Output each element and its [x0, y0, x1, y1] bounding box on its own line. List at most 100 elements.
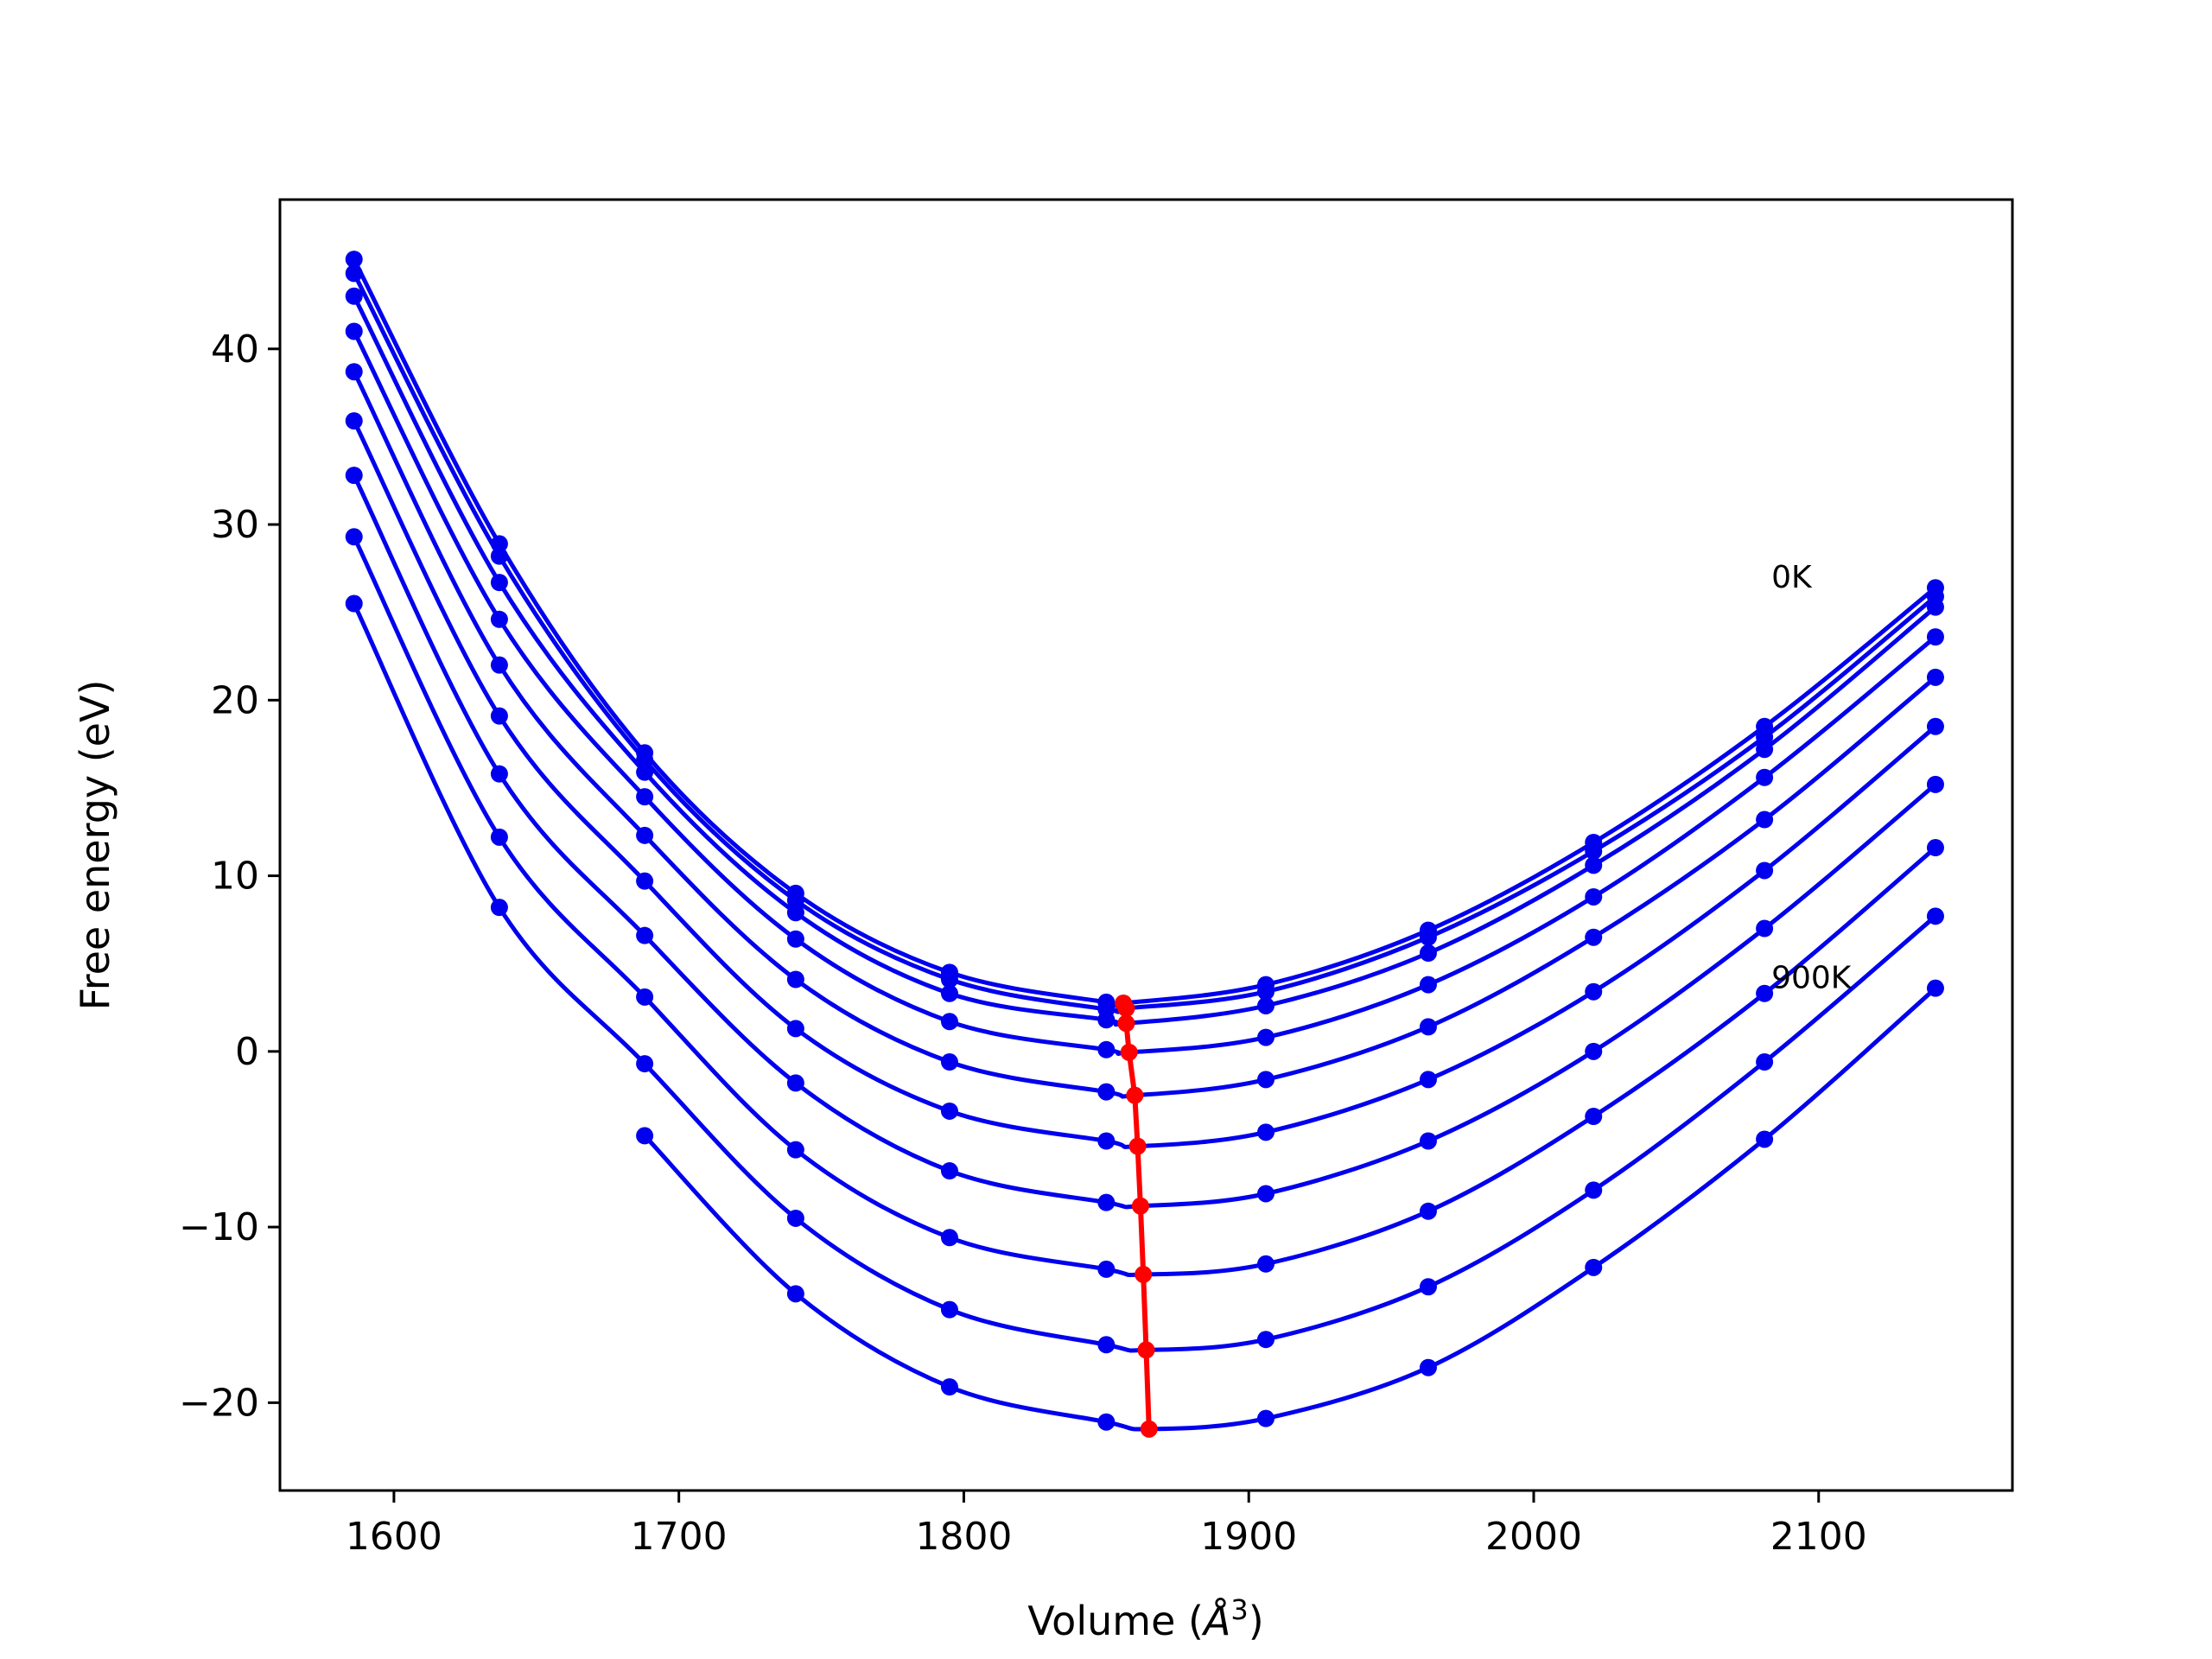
points-layer: [345, 251, 1944, 1431]
data-point: [940, 1013, 958, 1031]
free-energy-curve-10: [642, 986, 1938, 1432]
data-point: [1926, 979, 1944, 997]
curve-temperature-label: 0K: [1771, 560, 1813, 595]
data-point: [1257, 1331, 1275, 1349]
data-point: [786, 1285, 804, 1303]
free-energy-curve-1: [352, 257, 1938, 1008]
data-point: [1756, 919, 1774, 938]
minimum-point: [1117, 1000, 1135, 1018]
data-point: [1926, 717, 1944, 735]
data-point: [345, 264, 363, 283]
data-point: [490, 610, 508, 628]
data-point: [1585, 982, 1603, 1001]
data-point: [786, 1074, 804, 1092]
x-tick-label: 2000: [1485, 1515, 1582, 1559]
y-axis-label: Free energy (eV): [72, 680, 118, 1011]
data-point: [1756, 768, 1774, 786]
data-point: [1756, 861, 1774, 880]
x-axis-label-symbol: Å: [1201, 1598, 1230, 1644]
data-point: [1097, 1193, 1116, 1211]
data-point: [940, 970, 958, 988]
data-point: [1257, 1409, 1275, 1427]
data-point: [1257, 1255, 1275, 1273]
data-point: [786, 904, 804, 922]
data-point: [1585, 1181, 1603, 1199]
data-point: [345, 594, 363, 613]
minima-layer: [1115, 994, 1158, 1438]
data-point: [1585, 842, 1603, 861]
data-point: [786, 1141, 804, 1159]
minimum-point: [1131, 1197, 1149, 1215]
y-tick-label: 0: [235, 1030, 259, 1074]
data-point: [940, 1102, 958, 1120]
data-point: [1097, 1260, 1116, 1278]
data-point: [1097, 1040, 1116, 1058]
data-point: [786, 1209, 804, 1227]
data-point: [1926, 628, 1944, 646]
minimum-point: [1140, 1420, 1158, 1438]
data-point: [636, 1127, 654, 1145]
data-point: [636, 1055, 654, 1073]
data-point: [1257, 1028, 1275, 1046]
minimum-point: [1120, 1043, 1138, 1061]
free-energy-curve-6: [352, 418, 1938, 1149]
data-point: [636, 788, 654, 806]
data-point: [1097, 1413, 1116, 1431]
y-axis-ticks: −20 −10 0 10 20 30 40: [179, 327, 280, 1425]
data-point: [1419, 1202, 1437, 1220]
data-point: [1926, 839, 1944, 857]
data-point: [1926, 668, 1944, 686]
data-point: [345, 251, 363, 269]
data-point: [1257, 982, 1275, 1001]
x-axis-label-close: ): [1249, 1598, 1264, 1644]
y-tick-label: 30: [211, 503, 259, 547]
data-point: [1419, 944, 1437, 963]
data-point: [940, 1229, 958, 1247]
data-point: [345, 322, 363, 340]
free-energy-curve-4: [352, 328, 1938, 1056]
data-point: [940, 1162, 958, 1180]
data-point: [1097, 1132, 1116, 1150]
y-tick-label: 20: [211, 678, 259, 722]
data-point: [1419, 976, 1437, 994]
x-axis-ticks: 1600 1700 1800 1900 2000 2100: [346, 1491, 1867, 1559]
plot-area-frame: [278, 198, 2014, 1492]
data-point: [345, 467, 363, 485]
data-point: [1756, 810, 1774, 829]
y-tick-label: −20: [179, 1381, 259, 1425]
data-point: [490, 547, 508, 565]
data-point: [786, 930, 804, 948]
data-point: [1097, 1011, 1116, 1029]
data-point: [940, 1300, 958, 1319]
data-point: [490, 574, 508, 592]
free-energy-curve-3: [352, 294, 1938, 1027]
data-point: [1419, 1132, 1437, 1150]
data-point: [636, 926, 654, 944]
equilibrium-volume-line: [1121, 1001, 1152, 1430]
data-point: [345, 412, 363, 430]
data-point: [1756, 728, 1774, 746]
data-point: [1756, 1130, 1774, 1148]
data-point: [1585, 856, 1603, 874]
data-point: [345, 287, 363, 305]
data-point: [1257, 1185, 1275, 1203]
x-tick-label: 1800: [915, 1515, 1012, 1559]
x-tick-label: 1900: [1200, 1515, 1297, 1559]
curves-layer: [352, 257, 1938, 1432]
x-tick-label: 1700: [631, 1515, 728, 1559]
data-point: [1585, 928, 1603, 946]
data-point: [1585, 1042, 1603, 1060]
y-tick-label: 10: [211, 855, 259, 899]
data-point: [636, 763, 654, 781]
data-point: [1419, 1018, 1437, 1036]
y-tick-label: 40: [211, 327, 259, 372]
data-point: [490, 899, 508, 917]
data-point: [345, 363, 363, 381]
free-energy-curve-9: [352, 601, 1938, 1353]
free-energy-curve-8: [352, 534, 1938, 1277]
data-point: [940, 984, 958, 1002]
data-point: [636, 826, 654, 844]
data-point: [1926, 907, 1944, 925]
data-point: [636, 988, 654, 1006]
x-axis-label-exponent: 3: [1230, 1593, 1248, 1626]
